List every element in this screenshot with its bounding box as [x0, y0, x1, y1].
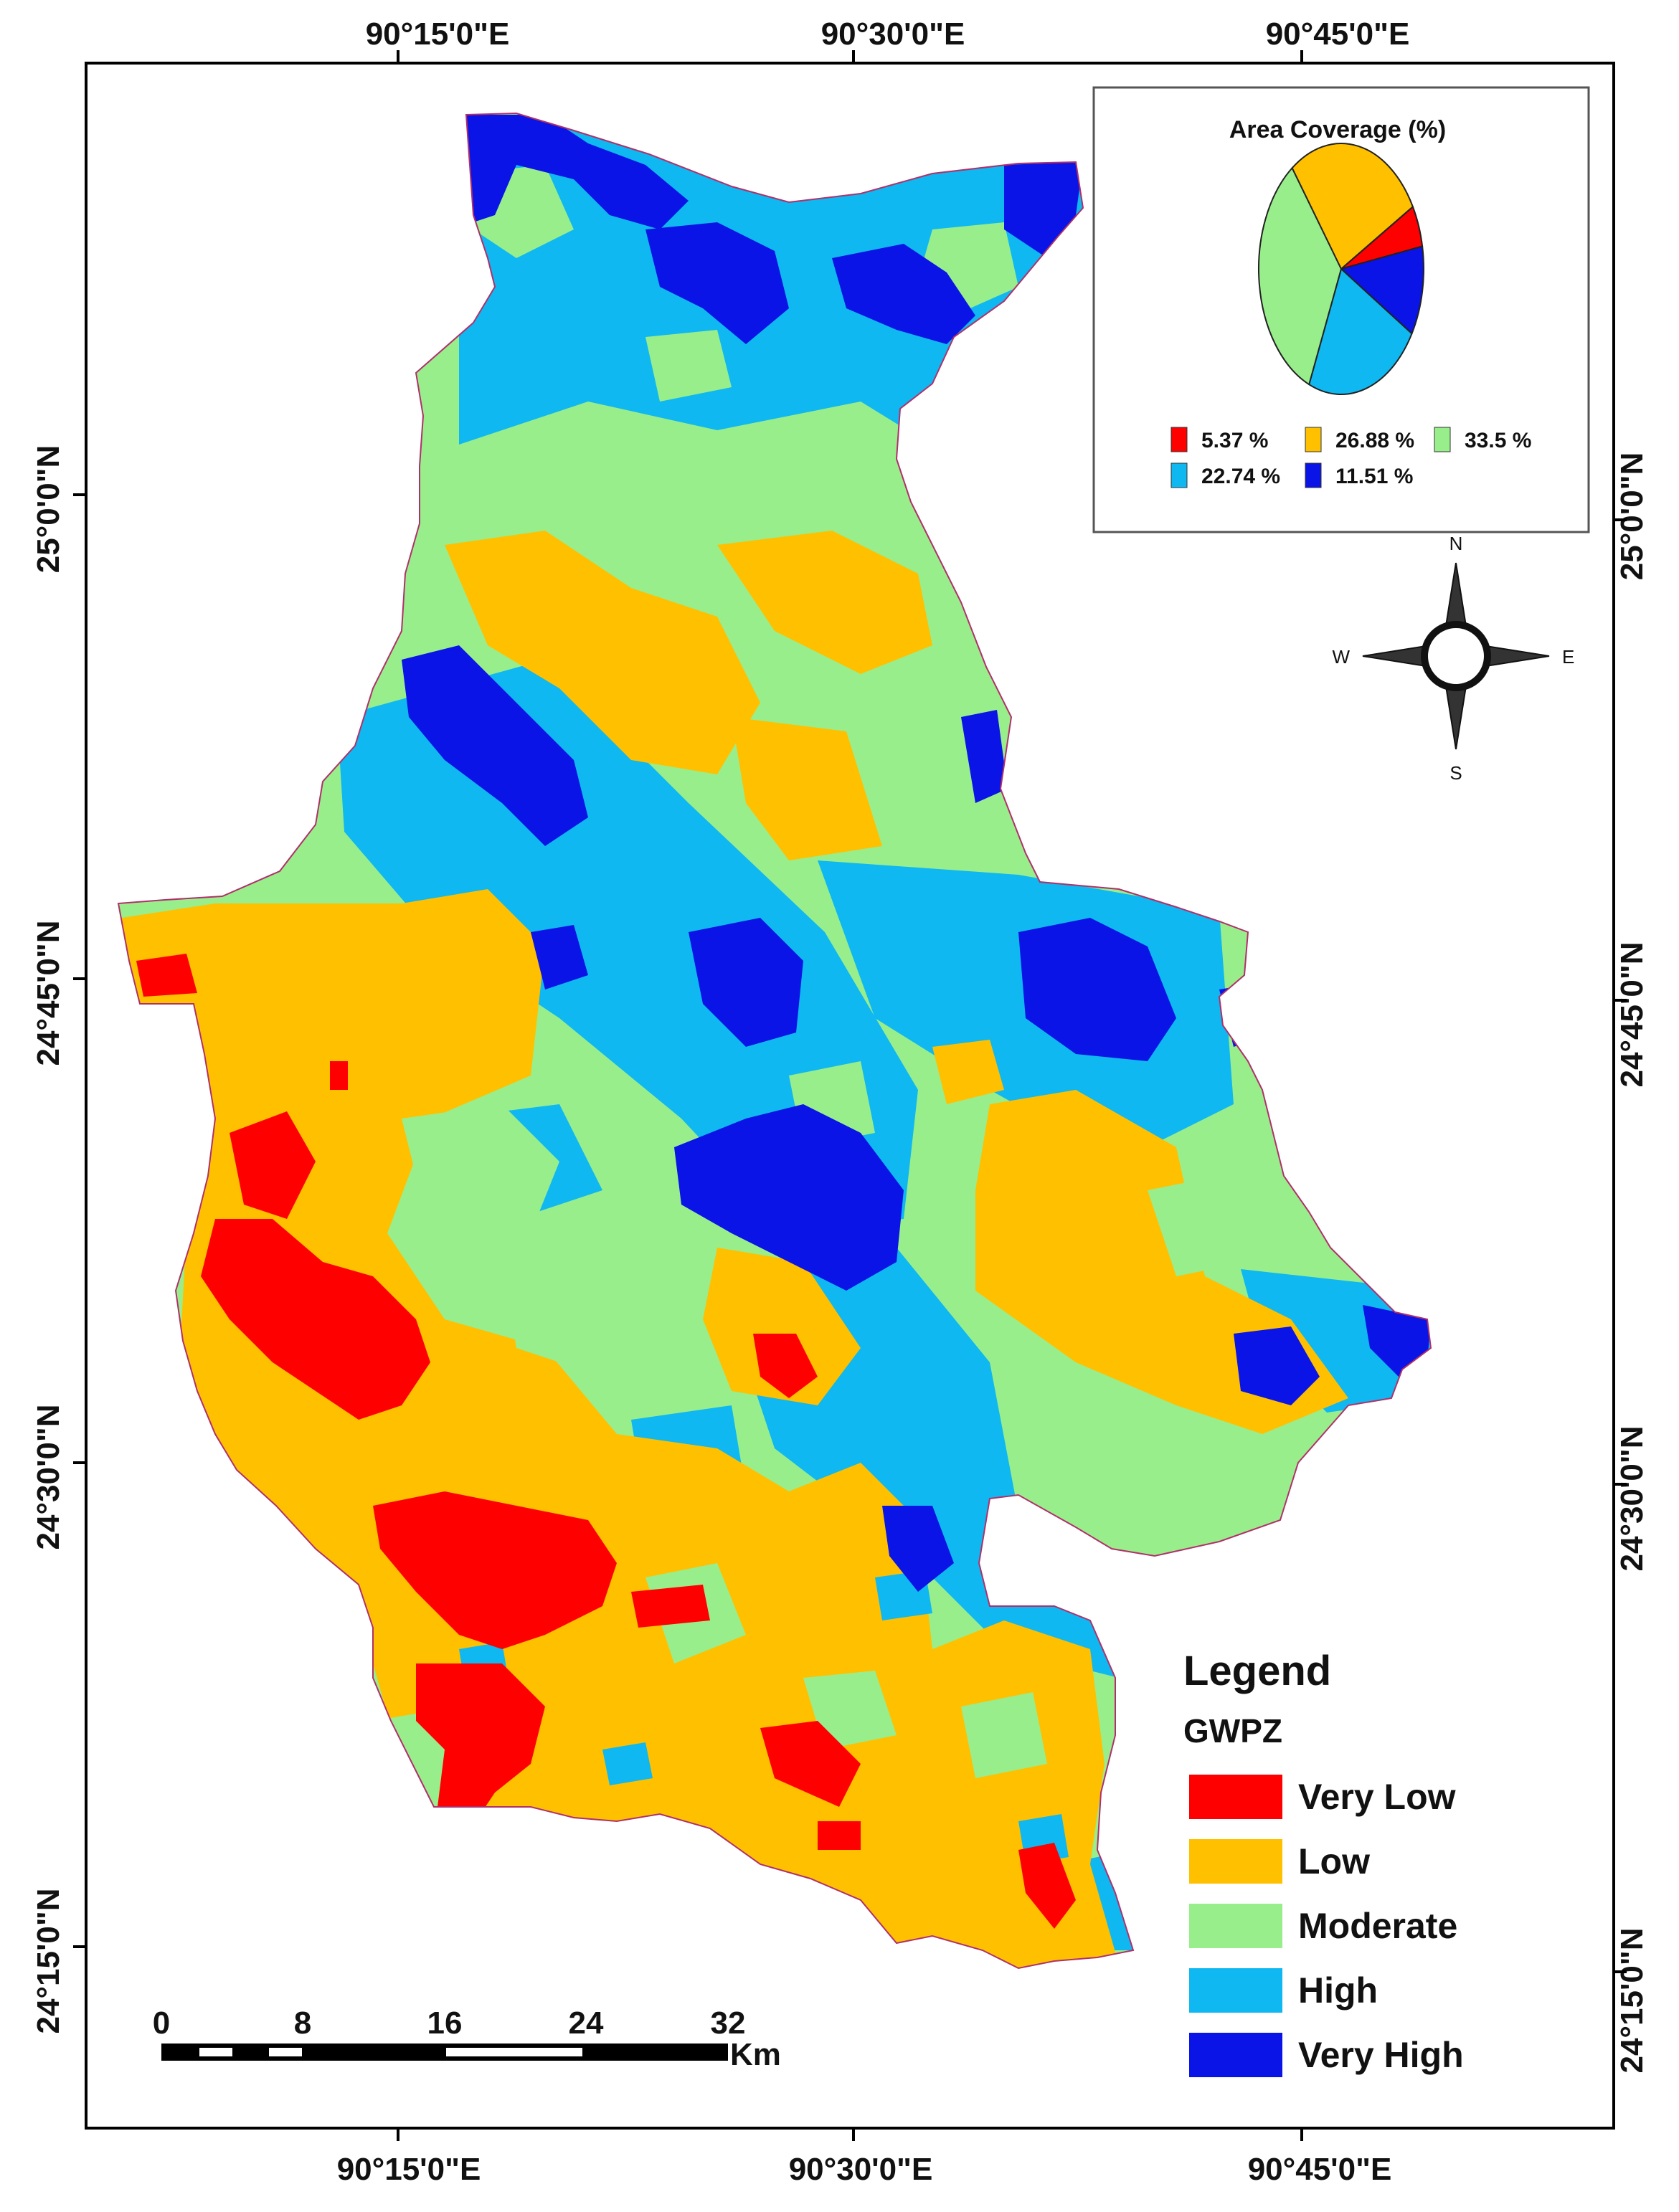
legend-swatch: [1189, 1839, 1282, 1884]
bottom-coord-3: 90°45'0"E: [1248, 2152, 1392, 2187]
top-coord-2: 90°30'0"E: [821, 16, 965, 52]
pie-legend-label: 22.74 %: [1201, 465, 1280, 488]
left-coord-2: 24°45'0"N: [31, 920, 66, 1065]
pie-slice: [1258, 166, 1343, 386]
pie-legend-label: 26.88 %: [1335, 429, 1414, 452]
left-coord-1: 25°0'0"N: [31, 445, 66, 574]
scale-tick-0: 0: [153, 2005, 170, 2041]
pie-legend-label: 11.51 %: [1335, 465, 1413, 488]
right-coordinate-labels: 25°0'0"N 24°45'0"N 24°30'0"N 24°15'0"N: [1614, 452, 1650, 2074]
scale-tick-32: 32: [711, 2005, 746, 2041]
pie-legend-swatch: [1305, 462, 1322, 488]
legend-swatch: [1189, 2033, 1282, 2077]
legend-swatch: [1189, 1904, 1282, 1948]
compass-rose-icon: [1362, 562, 1550, 750]
right-coord-2: 24°45'0"N: [1614, 941, 1650, 1087]
scale-unit: Km: [730, 2037, 781, 2072]
zone-very-low: [136, 954, 1076, 1929]
region-boundary: [117, 112, 1432, 1970]
map-legend: Legend GWPZ Very LowLowModerateHighVery …: [1183, 1648, 1464, 2077]
right-coord-1: 25°0'0"N: [1614, 452, 1650, 581]
legend-swatch: [1189, 1775, 1282, 1819]
scale-tick-8: 8: [294, 2005, 311, 2041]
legend-swatch: [1189, 1968, 1282, 2013]
legend-items: Very Low Low Moderate High Very High: [1189, 1775, 1464, 2077]
legend-item-label: Very High: [1298, 2035, 1464, 2075]
graticule-ticks: [73, 50, 1627, 2141]
right-coord-4: 24°15'0"N: [1614, 1927, 1650, 2073]
pie-slice: [1339, 245, 1424, 336]
east-label: E: [1562, 646, 1574, 668]
scale-bar: 0 8 16 24 32 Km: [153, 2005, 781, 2072]
legend-title: Legend: [1183, 1648, 1331, 1694]
right-coord-3: 24°30'0"N: [1614, 1425, 1650, 1571]
pie-legend-swatch: [1434, 427, 1451, 452]
west-label: W: [1332, 646, 1350, 668]
pie-slice: [1291, 143, 1414, 270]
pie-legend-label: 5.37 %: [1201, 429, 1268, 452]
pie-legend-label: 33.5 %: [1465, 429, 1531, 452]
bottom-coord-2: 90°30'0"E: [789, 2152, 933, 2187]
area-coverage-inset: Area Coverage (%) 5.37 % 26.88 % 33.5 % 22.…: [1092, 86, 1590, 533]
legend-subtitle: GWPZ: [1183, 1712, 1282, 1750]
zone-very-high: [402, 115, 1431, 1592]
south-label: S: [1449, 762, 1462, 784]
pie-legend-swatch: [1170, 427, 1188, 452]
bottom-coordinate-labels: 90°15'0"E 90°30'0"E 90°45'0"E: [337, 2152, 1392, 2187]
pie-legend-swatch: [1305, 427, 1322, 452]
pie-slice: [1308, 267, 1413, 395]
top-coordinate-labels: 90°15'0"E 90°30'0"E 90°45'0"E: [366, 16, 1410, 52]
top-coord-3: 90°45'0"E: [1266, 16, 1410, 52]
legend-item-label: Moderate: [1298, 1906, 1457, 1946]
left-coordinate-labels: 25°0'0"N 24°45'0"N 24°30'0"N 24°15'0"N: [31, 445, 66, 2034]
scale-tick-16: 16: [427, 2005, 463, 2041]
bottom-coord-1: 90°15'0"E: [337, 2152, 481, 2187]
top-coord-1: 90°15'0"E: [366, 16, 510, 52]
left-coord-4: 24°15'0"N: [31, 1888, 66, 2033]
area-coverage-pie: [1258, 143, 1424, 395]
left-coord-3: 24°30'0"N: [31, 1404, 66, 1549]
scale-tick-24: 24: [569, 2005, 604, 2041]
legend-item-label: High: [1298, 1970, 1378, 2011]
legend-item-label: Low: [1298, 1841, 1370, 1881]
pie-legend-swatch: [1170, 462, 1188, 488]
inset-title: Area Coverage (%): [1229, 116, 1446, 143]
pie-legend: 5.37 % 26.88 % 33.5 % 22.74 % 11.51 %: [1170, 427, 1531, 488]
legend-item-label: Very Low: [1298, 1777, 1456, 1817]
north-arrow: N S W E: [1332, 533, 1574, 784]
north-label: N: [1449, 533, 1463, 554]
